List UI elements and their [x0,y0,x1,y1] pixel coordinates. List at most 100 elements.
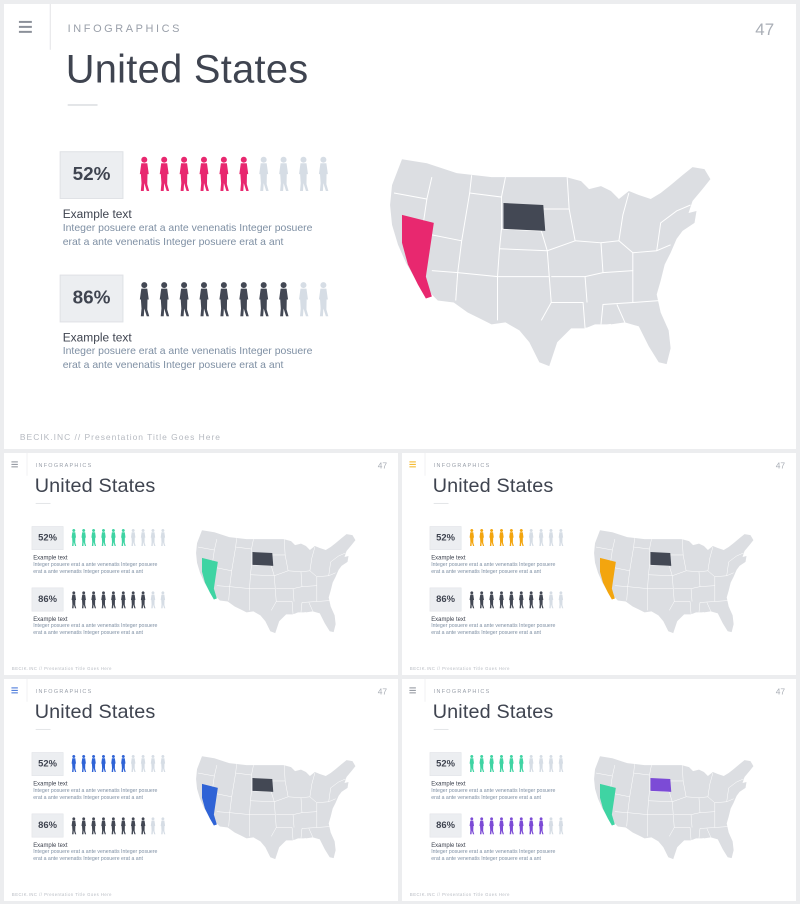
footer-text: BECIK.INC // Presentation Title Goes Her… [409,891,510,897]
page-number: 47 [775,686,786,697]
stat-description: Integer posuere erat a ante venenatis In… [431,787,556,801]
stat-description: Integer posuere erat a ante venenatis In… [33,561,158,575]
person-icon [140,817,146,835]
page-title: United States [65,47,309,92]
stat-title: Example text [33,553,68,561]
menu-icon[interactable] [16,18,38,40]
person-icon [299,156,309,192]
stat-value-box: 52% [31,752,64,777]
person-icon [469,528,475,547]
page-title: United States [432,700,554,723]
stat-description: Integer posuere erat a ante venenatis In… [33,787,158,801]
us-map-outline [390,159,711,367]
page-number: 47 [775,460,786,471]
person-icon [160,528,166,547]
person-icon [318,156,329,192]
person-icon [121,817,126,835]
person-icon [71,528,77,547]
slide-thumbnail[interactable]: INFOGRAPHICS 47 United States 52% Exampl… [4,453,398,675]
menu-icon[interactable] [10,460,21,471]
person-icon [219,282,229,317]
person-icon [139,156,150,192]
person-icon [111,754,116,773]
nevada-state [401,214,434,299]
slide-thumbnail[interactable]: INFOGRAPHICS 47 United States 52% Exampl… [402,453,796,675]
person-icon [318,282,329,317]
person-icon [538,591,544,609]
south-dakota-state [650,777,672,792]
stat-title: Example text [33,615,68,623]
south-dakota-state [252,777,274,792]
person-icon [139,282,150,317]
person-icon [509,754,514,773]
south-dakota-state [252,551,274,566]
person-icon [101,528,106,547]
person-icon [528,817,534,835]
stat-description: Integer posuere erat a ante venenatis In… [62,345,313,372]
section-label: INFOGRAPHICS [35,462,93,469]
person-icon [130,591,136,609]
person-icon [279,282,289,317]
section-label: INFOGRAPHICS [433,688,491,695]
stat-value-box: 86% [31,813,64,838]
person-icon [528,754,534,773]
menu-icon[interactable] [408,460,419,471]
person-icon [519,591,524,609]
nevada-state [599,783,616,826]
person-icon [111,591,116,609]
person-icon [499,528,504,547]
page-number: 47 [755,19,775,39]
us-map [594,756,754,860]
stat-value-box: 86% [31,587,64,612]
person-icon [548,817,554,835]
person-icon [140,754,146,773]
page-title: United States [34,700,156,723]
person-icon [91,754,97,773]
stat-title: Example text [33,779,68,787]
person-icon [81,591,87,609]
slide-thumbnail[interactable]: INFOGRAPHICS 47 United States 52% Exampl… [4,679,398,901]
person-icon [469,754,475,773]
us-map-outline [594,530,754,634]
stat-description: Integer posuere erat a ante venenatis In… [33,848,158,862]
person-icon [81,754,87,773]
page-number: 47 [377,460,388,471]
stat-title: Example text [62,330,132,345]
person-icon [528,528,534,547]
stat-description: Integer posuere erat a ante venenatis In… [62,221,313,248]
person-icon [519,754,524,773]
menu-icon[interactable] [10,686,21,697]
person-icon [548,754,554,773]
person-icon [140,591,146,609]
stat-description: Integer posuere erat a ante venenatis In… [431,561,556,575]
stat-title: Example text [33,841,68,849]
stat-description: Integer posuere erat a ante venenatis In… [431,848,556,862]
south-dakota-state [650,551,672,566]
stat-value-box: 52% [429,526,462,551]
person-icon [479,591,485,609]
page-title: United States [432,474,554,497]
person-icon [130,817,136,835]
person-icon [199,282,209,317]
person-icon [179,156,190,192]
person-icon [91,528,97,547]
person-icon [140,528,146,547]
person-icon [538,817,544,835]
person-icon [548,591,554,609]
us-map [594,530,754,634]
stat-value-box: 52% [429,752,462,777]
person-icon [558,754,564,773]
menu-icon[interactable] [408,686,419,697]
person-icon [259,156,269,192]
person-icon [548,528,554,547]
stat-title: Example text [62,206,132,221]
person-icon [71,591,77,609]
stat-value-box: 86% [429,587,462,612]
us-map-outline [594,756,754,860]
footer-text: BECIK.INC // Presentation Title Goes Her… [19,431,221,442]
nevada-state [201,783,218,826]
person-icon [499,817,504,835]
slide-thumbnail[interactable]: INFOGRAPHICS 47 United States 52% Exampl… [402,679,796,901]
section-label: INFOGRAPHICS [35,688,93,695]
person-icon [519,528,524,547]
